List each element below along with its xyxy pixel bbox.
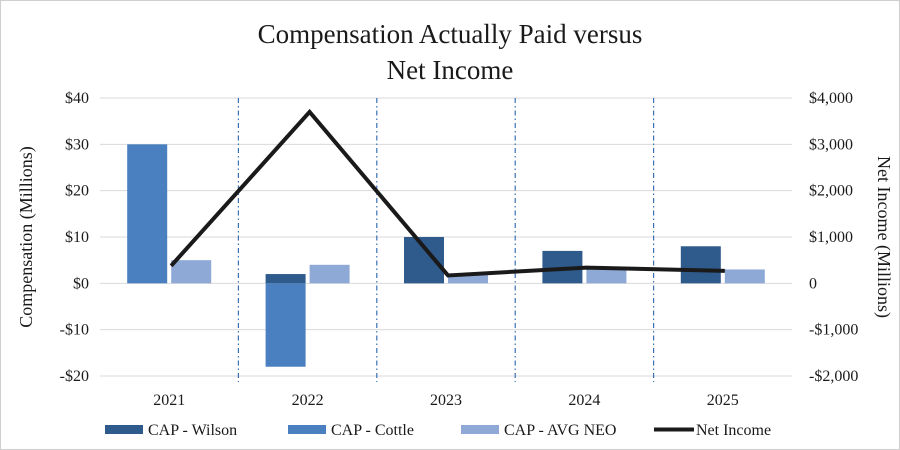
bar-cap-avg-neo-2025: [724, 269, 765, 284]
x-tick-label: 2023: [430, 392, 462, 409]
y-axis-left-label: Compensation (Millions): [16, 146, 37, 328]
legend-cap-cottle-swatch: [288, 425, 326, 434]
bar-cap-wilson-2022: [265, 274, 306, 284]
y-left-tick-label: -$20: [60, 368, 89, 385]
x-tick-label: 2022: [292, 392, 324, 409]
y-left-tick-label: $30: [65, 136, 89, 153]
legend: CAP - Wilson CAP - Cottle CAP - AVG NEO Net…: [105, 422, 771, 439]
x-tick-label: 2021: [153, 392, 185, 409]
y-left-tick-label: $0: [73, 275, 89, 292]
net-income-point-2022: [309, 111, 311, 113]
bars: [127, 144, 765, 367]
bar-cap-wilson-2025: [680, 246, 721, 284]
bar-cap-avg-neo-2021: [171, 260, 212, 284]
y-right-tick-label: $3,000: [809, 136, 853, 153]
y-right-tick-label: $2,000: [809, 183, 853, 200]
legend-cap-wilson-swatch: [105, 425, 143, 434]
y-left-tick-label: $40: [65, 90, 89, 107]
bar-cap-avg-neo-2023: [448, 274, 488, 284]
y-axis-right-label: Net Income (Millions): [873, 156, 894, 318]
bar-cap-avg-neo-2024: [586, 269, 627, 284]
legend-cap-avg-neo-label: CAP - AVG NEO: [504, 422, 616, 439]
chart-title-line-1: Compensation Actually Paid versus: [258, 19, 643, 49]
net-income-point-2024: [585, 267, 587, 269]
net-income-point-2023: [447, 274, 449, 276]
legend-net-income-label: Net Income: [696, 422, 771, 439]
y-right-tick-label: $1,000: [809, 229, 853, 246]
net-income-point-2025: [724, 270, 726, 272]
y-left-tick-label: $20: [65, 183, 89, 200]
axis-ticks: -$20 -$10 $0 $10 $20 $30 $40 -$2,000 -$1,000 0 $1,…: [60, 90, 859, 409]
bar-cap-cottle-2022: [265, 283, 306, 367]
y-right-tick-label: 0: [809, 275, 817, 292]
y-left-tick-label: $10: [65, 229, 89, 246]
category-separators: [237, 98, 655, 382]
legend-cap-avg-neo-swatch: [461, 425, 499, 434]
x-tick-label: 2024: [568, 392, 600, 409]
bar-cap-avg-neo-2022: [309, 264, 350, 284]
chart-title: Compensation Actually Paid versus Net In…: [258, 19, 643, 85]
net-income-point-2021: [170, 265, 172, 267]
y-right-tick-label: -$1,000: [809, 322, 858, 339]
bar-cap-wilson-2023: [404, 237, 444, 284]
x-tick-label: 2025: [707, 392, 739, 409]
y-right-tick-label: $4,000: [809, 90, 853, 107]
y-right-tick-label: -$2,000: [809, 368, 858, 385]
legend-cap-cottle-label: CAP - Cottle: [331, 422, 414, 439]
net-income-series-line: [169, 108, 725, 278]
y-left-tick-label: -$10: [60, 322, 89, 339]
gridlines: [100, 97, 792, 377]
bar-cap-cottle-2021: [127, 144, 168, 284]
chart-title-line-2: Net Income: [387, 55, 514, 85]
net-income-line: [169, 108, 726, 278]
legend-cap-wilson-label: CAP - Wilson: [148, 422, 237, 439]
